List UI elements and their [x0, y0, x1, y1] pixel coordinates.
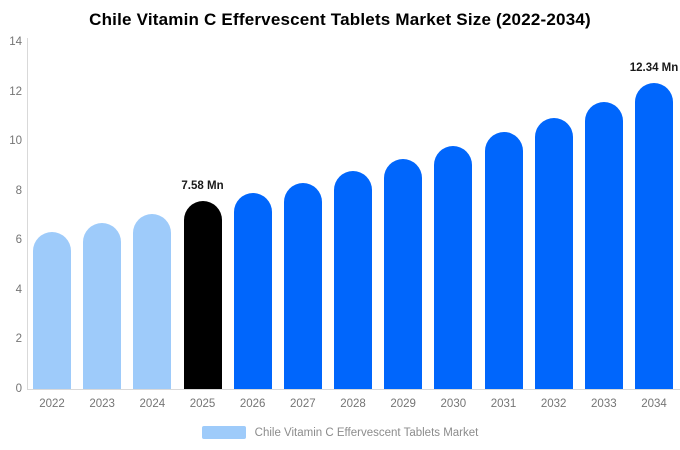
chart-title: Chile Vitamin C Effervescent Tablets Mar…	[89, 10, 591, 29]
x-axis-line	[27, 389, 680, 390]
y-axis-tick-label: 10	[9, 135, 22, 148]
bar-2031	[484, 132, 523, 389]
y-axis-tick-label: 12	[9, 85, 22, 98]
x-axis-tick-label-2031: 2031	[490, 398, 517, 410]
x-axis-tick-label-2034: 2034	[641, 398, 667, 410]
bar-2023	[83, 222, 122, 389]
legend-swatch	[201, 426, 246, 439]
bar-2025	[183, 201, 222, 389]
x-axis-tick-label-2024: 2024	[139, 398, 166, 410]
bar-2026	[233, 193, 272, 389]
y-axis-tick-label: 0	[15, 383, 22, 395]
y-axis-tick-label: 6	[15, 234, 22, 247]
legend-label: Chile Vitamin C Effervescent Tablets Mar…	[254, 426, 479, 439]
x-axis-tick-label-2022: 2022	[39, 398, 65, 410]
x-axis-tick-label-2026: 2026	[239, 398, 266, 410]
legend: Chile Vitamin C Effervescent Tablets Mar…	[0, 426, 680, 439]
bar-2033	[584, 101, 623, 389]
x-axis-tick-label-2027: 2027	[290, 398, 316, 410]
bar-2024	[133, 214, 172, 389]
bar-value-label-2034: 12.34 Mn	[629, 62, 679, 75]
y-axis-tick-label: 2	[15, 333, 22, 346]
y-axis-tick-label: 8	[15, 184, 22, 197]
bar-2022	[33, 231, 71, 389]
x-axis-tick-label-2023: 2023	[89, 398, 115, 410]
bar-2034	[635, 83, 673, 389]
bar-2027	[283, 183, 322, 389]
x-axis-tick-label-2029: 2029	[390, 398, 416, 410]
x-axis-tick-label-2025: 2025	[189, 398, 216, 410]
x-axis-tick-label-2030: 2030	[440, 398, 467, 410]
x-axis-tick-label-2033: 2033	[591, 398, 617, 410]
bar-2029	[384, 158, 423, 389]
y-axis-tick-label: 14	[9, 36, 22, 48]
bar-2028	[334, 170, 372, 389]
y-axis-tick-label: 4	[15, 283, 22, 296]
bar-2030	[434, 146, 473, 389]
x-axis-tick-label-2032: 2032	[540, 398, 567, 410]
bar-2032	[534, 117, 573, 389]
bar-value-label-2025: 7.58 Mn	[181, 180, 224, 193]
y-axis-line	[27, 38, 28, 389]
x-axis-tick-label-2028: 2028	[340, 398, 366, 410]
